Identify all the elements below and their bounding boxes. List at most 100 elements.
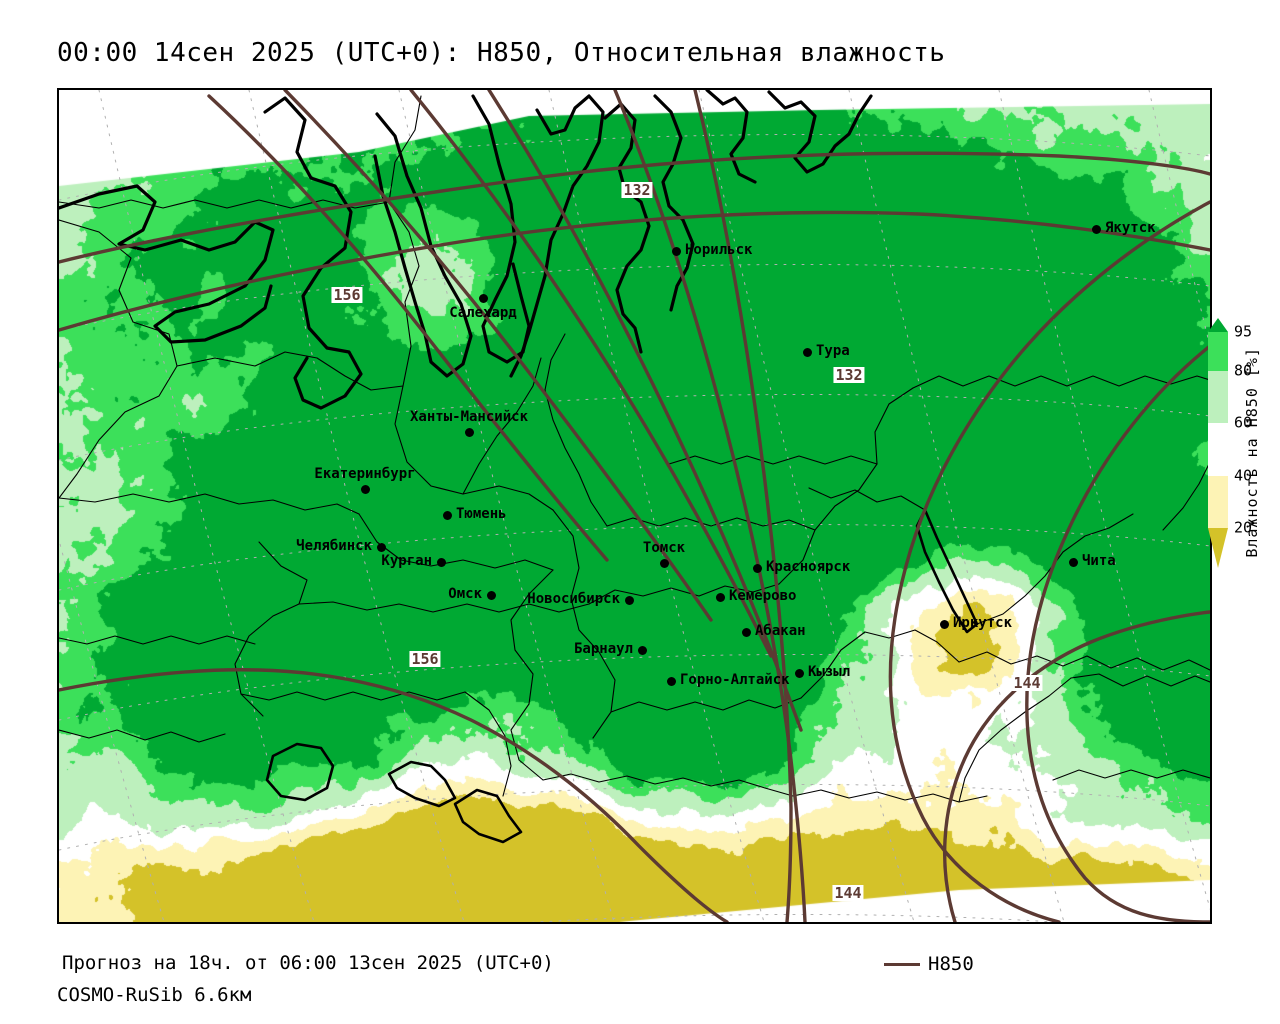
map-panel[interactable]: 132 132 156 156 144 144 Якутск Норильск Салехар… — [57, 88, 1212, 924]
city-dot-icon — [361, 485, 370, 494]
city-label: Кемерово — [729, 588, 797, 604]
contour-label-132-1: 132 — [833, 366, 865, 384]
colorbar-segment-40-60 — [1208, 423, 1228, 476]
h850-contour-10 — [942, 610, 1210, 922]
city-label: Барнаул — [573, 641, 633, 657]
city-label: Кызыл — [808, 664, 851, 680]
region-border-16 — [958, 651, 1210, 671]
region-border-32 — [1052, 769, 1210, 781]
colorbar-segment-80-95 — [1208, 332, 1228, 372]
coastline-lake-baikal — [915, 508, 979, 634]
graticule-parallel — [59, 393, 1210, 461]
city-dot-icon — [716, 593, 725, 602]
city-label: Новосибирск — [527, 591, 620, 607]
region-border-17 — [912, 375, 1210, 389]
colorbar-segment-60-80 — [1208, 371, 1228, 424]
region-border-2 — [388, 95, 422, 387]
model-info: COSMO-RuSib 6.6км — [57, 984, 252, 1006]
region-border-11 — [610, 697, 802, 713]
contour-label-132-0: 132 — [621, 181, 653, 199]
city-dot-icon — [940, 620, 949, 629]
city-dot-icon — [753, 564, 762, 573]
region-borders-layer — [59, 95, 1210, 803]
city-dot-icon — [479, 294, 488, 303]
city-label: Тюмень — [456, 506, 507, 522]
coastline-yenisei — [603, 102, 651, 354]
region-border-8 — [552, 509, 616, 739]
colorbar-body — [1208, 332, 1228, 528]
city-dot-icon — [638, 646, 647, 655]
h850-contour-1 — [59, 210, 1210, 332]
coastline-layer — [59, 90, 979, 844]
h850-contour-7 — [693, 90, 793, 922]
coastline-aral — [387, 760, 457, 808]
region-border-9 — [510, 569, 554, 781]
h850-contour-5 — [487, 90, 803, 732]
graticule-meridian — [98, 90, 315, 922]
coastline-lake-balkhash-w — [453, 788, 523, 844]
region-border-4 — [59, 493, 360, 515]
h850-contour-11 — [59, 668, 729, 922]
city-label: Абакан — [755, 623, 806, 639]
h850-contour-0 — [59, 151, 1210, 264]
region-border-25 — [976, 513, 1134, 625]
city-dot-icon — [625, 596, 634, 605]
region-border-6 — [234, 541, 308, 717]
region-border-30 — [59, 729, 226, 743]
coastline-gyda — [471, 94, 531, 364]
region-border-13 — [778, 387, 914, 585]
city-dot-icon — [377, 543, 386, 552]
city-dot-icon — [487, 591, 496, 600]
region-border-3 — [394, 385, 554, 511]
city-label: Читa — [1082, 553, 1116, 569]
city-label: Челябинск — [296, 538, 372, 554]
h850-contour-3 — [283, 90, 713, 622]
colorbar-tick-80: 80 — [1234, 361, 1253, 380]
region-border-21 — [544, 333, 608, 527]
coastline-taimyr-w — [509, 94, 605, 378]
colorbar-bottom-arrow — [1208, 528, 1228, 568]
humidity-field-canvas — [59, 90, 1210, 922]
contour-label-144-5: 144 — [832, 884, 864, 902]
region-border-29 — [59, 635, 256, 645]
coastline-caspian-ne — [265, 742, 335, 802]
city-dot-icon — [437, 558, 446, 567]
colorbar-tick-20: 20 — [1234, 518, 1253, 537]
city-label: Горно-Алтайск — [680, 672, 790, 688]
graticule-meridian — [398, 90, 615, 922]
graticule-parallel — [529, 913, 1062, 922]
city-dot-icon — [795, 669, 804, 678]
colorbar-top-arrow — [1208, 318, 1228, 332]
city-dot-icon — [672, 247, 681, 256]
graticule-parallel — [59, 783, 1210, 851]
city-dot-icon — [742, 628, 751, 637]
region-border-31 — [1162, 461, 1210, 531]
region-border-23 — [59, 199, 390, 209]
city-label: Красноярск — [766, 559, 851, 575]
region-border-19 — [1070, 673, 1210, 687]
city-label: Омск — [448, 586, 482, 602]
h850-contour-8 — [888, 200, 1210, 922]
graticule-meridian — [848, 90, 1065, 922]
city-label: Салехард — [449, 305, 517, 321]
graticule-meridian — [548, 90, 765, 922]
graticule-meridian — [59, 538, 165, 922]
city-label: Томск — [642, 540, 686, 556]
coastline-ob-bay — [373, 112, 473, 378]
city-dot-icon — [803, 348, 812, 357]
colorbar-tick-95: 95 — [1234, 322, 1253, 341]
region-border-14 — [800, 629, 960, 699]
contour-label-156-2: 156 — [331, 286, 363, 304]
h850-contour-6 — [613, 90, 807, 922]
city-label: Иркутск — [953, 615, 1013, 631]
region-border-22 — [668, 455, 878, 465]
forecast-info: Прогноз на 18ч. от 06:00 13сен 2025 (UTC… — [62, 952, 554, 974]
region-border-28 — [464, 691, 512, 797]
colorbar[interactable]: 95 80 60 40 20 — [1208, 318, 1252, 568]
city-dot-icon — [443, 511, 452, 520]
region-border-26 — [808, 487, 926, 511]
region-border-18 — [958, 677, 1072, 803]
page-title: 00:00 14сен 2025 (UTC+0): H850, Относите… — [57, 38, 946, 68]
colorbar-segment-20-40 — [1208, 475, 1228, 528]
h850-legend-label: H850 — [928, 953, 974, 975]
